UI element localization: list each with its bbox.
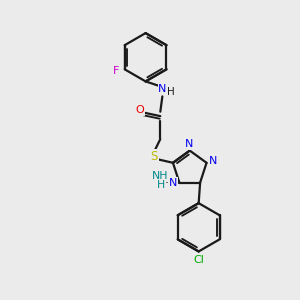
Text: NH: NH (152, 171, 169, 182)
Text: N: N (185, 139, 194, 149)
Text: O: O (135, 105, 144, 115)
Text: N: N (158, 84, 166, 94)
Text: N: N (209, 156, 217, 166)
Text: F: F (113, 66, 120, 76)
Text: H: H (167, 87, 175, 97)
Text: H: H (157, 180, 165, 190)
Text: Cl: Cl (193, 255, 204, 265)
Text: S: S (151, 150, 158, 163)
Text: N: N (169, 178, 177, 188)
